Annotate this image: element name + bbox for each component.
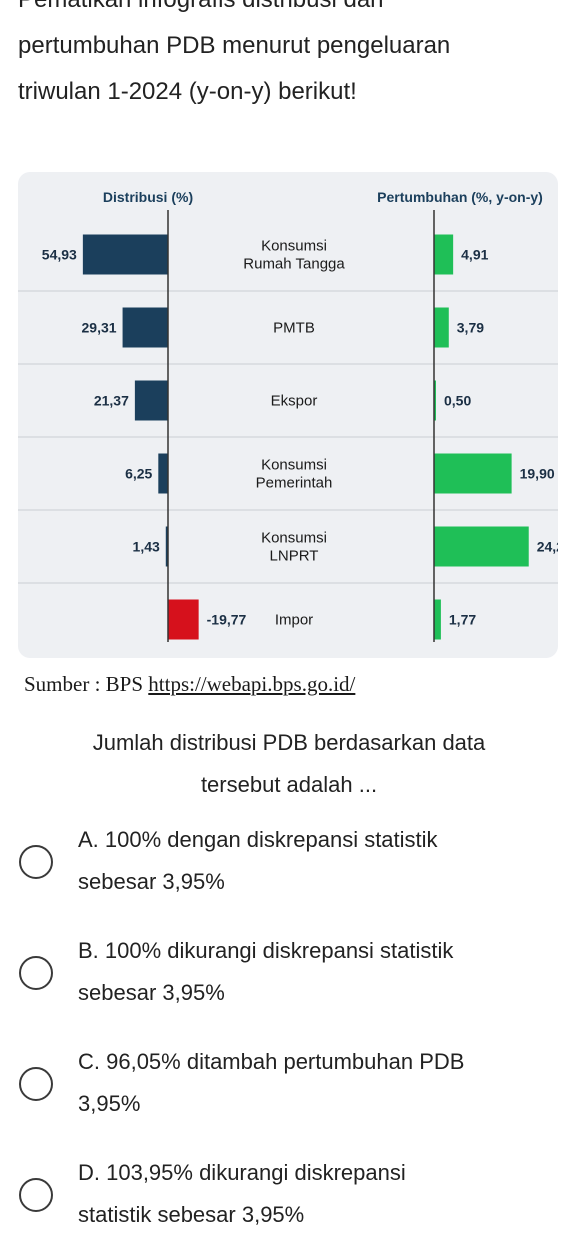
pertumbuhan-label-konsumsi-rumah-tangga: 4,91 (461, 247, 488, 263)
intro-line-2: triwulan 1-2024 (y-on-y) berikut! (18, 78, 357, 105)
pertumbuhan-label-impor: 1,77 (449, 612, 476, 628)
pertumbuhan-bar-impor (434, 599, 441, 640)
option-b-radio[interactable] (19, 956, 53, 990)
category-label-ekspor: Ekspor (271, 393, 318, 410)
left-chart-title: Distribusi (%) (103, 189, 193, 205)
option-a-text-2: sebesar 3,95% (78, 869, 225, 894)
option-b[interactable]: B. 100% dikurangi diskrepansi statistik … (0, 936, 578, 1036)
intro-clipped-line: Pematikan infografis distribusi dan (18, 0, 384, 14)
distribusi-label-konsumsi-lnprt: 1,43 (133, 539, 160, 555)
option-b-text-1: B. 100% dikurangi diskrepansi statistik (78, 938, 454, 963)
infographic-chart: Distribusi (%) Pertumbuhan (%, y-on-y) 5… (18, 172, 558, 658)
source-link[interactable]: https://webapi.bps.go.id/ (148, 672, 356, 696)
category-label-konsumsi-pemerintah: Pemerintah (256, 475, 333, 492)
distribusi-bar-pmtb (122, 307, 168, 348)
pertumbuhan-label-konsumsi-pemerintah: 19,90 (520, 466, 555, 482)
question-line-1: Jumlah distribusi PDB berdasarkan data (92, 730, 486, 755)
option-c-text-1: C. 96,05% ditambah pertumbuhan PDB (78, 1049, 465, 1074)
chart-svg: Distribusi (%) Pertumbuhan (%, y-on-y) 5… (18, 189, 558, 642)
category-label-konsumsi-rumah-tangga: Konsumsi (261, 238, 327, 255)
pertumbuhan-bar-konsumsi-rumah-tangga (434, 234, 454, 275)
pertumbuhan-label-ekspor: 0,50 (444, 393, 471, 409)
source-note: Sumber : BPS https://webapi.bps.go.id/ (24, 672, 355, 697)
category-label-impor: Impor (275, 612, 313, 629)
distribusi-label-ekspor: 21,37 (94, 393, 129, 409)
option-d-radio[interactable] (19, 1178, 53, 1212)
category-label-konsumsi-rumah-tangga: Rumah Tangga (243, 256, 345, 273)
distribusi-label-pmtb: 29,31 (82, 320, 117, 336)
pertumbuhan-label-pmtb: 3,79 (457, 320, 484, 336)
category-label-pmtb: PMTB (273, 320, 315, 337)
pertumbuhan-bar-konsumsi-pemerintah (434, 453, 512, 494)
option-c-text-2: 3,95% (78, 1091, 141, 1116)
distribusi-bar-impor (168, 599, 199, 640)
option-c-radio[interactable] (19, 1067, 53, 1101)
intro-line-1: pertumbuhan PDB menurut pengeluaran (18, 32, 451, 59)
pertumbuhan-bar-konsumsi-lnprt (434, 526, 529, 567)
pertumbuhan-bar-pmtb (434, 307, 449, 348)
option-b-text-2: sebesar 3,95% (78, 980, 225, 1005)
option-a-text-1: A. 100% dengan diskrepansi statistik (78, 827, 438, 852)
category-label-konsumsi-lnprt: LNPRT (270, 548, 319, 565)
distribusi-label-konsumsi-pemerintah: 6,25 (125, 466, 152, 482)
option-a[interactable]: A. 100% dengan diskrepansi statistik seb… (0, 825, 578, 925)
distribusi-bar-ekspor (134, 380, 168, 421)
pertumbuhan-bar-ekspor (434, 380, 436, 421)
option-d-text-1: D. 103,95% dikurangi diskrepansi (78, 1160, 406, 1185)
distribusi-bar-konsumsi-rumah-tangga (82, 234, 168, 275)
option-d[interactable]: D. 103,95% dikurangi diskrepansi statist… (0, 1158, 578, 1258)
right-chart-title: Pertumbuhan (%, y-on-y) (377, 189, 543, 205)
distribusi-label-konsumsi-rumah-tangga: 54,93 (42, 247, 77, 263)
pertumbuhan-label-konsumsi-lnprt: 24,29 (537, 539, 558, 555)
distribusi-bar-konsumsi-pemerintah (158, 453, 168, 494)
category-label-konsumsi-lnprt: Konsumsi (261, 530, 327, 547)
option-c[interactable]: C. 96,05% ditambah pertumbuhan PDB 3,95% (0, 1047, 578, 1147)
question-line-2: tersebut adalah ... (200, 772, 378, 797)
distribusi-label-impor: -19,77 (207, 612, 247, 628)
category-label-konsumsi-pemerintah: Konsumsi (261, 457, 327, 474)
option-d-text-2: statistik sebesar 3,95% (78, 1202, 305, 1227)
distribusi-bar-konsumsi-lnprt (165, 526, 168, 567)
source-label: Sumber : BPS (24, 672, 144, 696)
option-a-radio[interactable] (19, 845, 53, 879)
